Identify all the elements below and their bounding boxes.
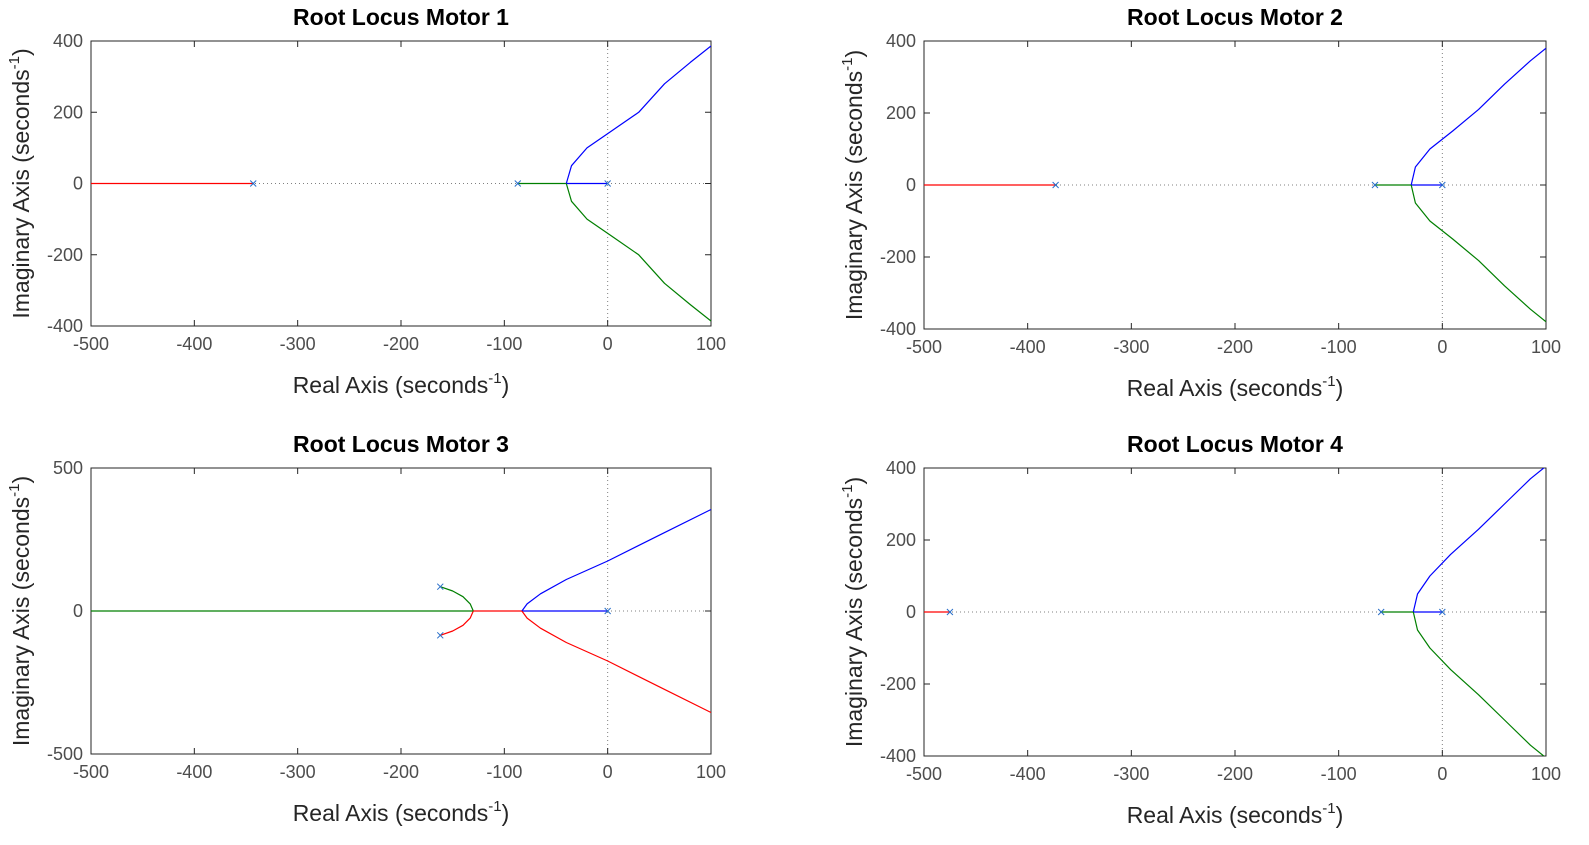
y-tick-label: 400	[53, 31, 83, 51]
pole-marker	[249, 180, 257, 187]
x-tick-label: -300	[280, 762, 316, 782]
locus-branch-blue	[521, 508, 711, 612]
root-locus-panel-1: -500 -400 -300 -200 -100 0 100-400-2000200400R…	[6, 4, 726, 398]
y-tick-label: 500	[53, 458, 83, 478]
pole-marker	[1377, 608, 1385, 616]
x-tick-label: 0	[1437, 764, 1447, 784]
y-tick-label: 400	[886, 458, 916, 478]
y-axis-label: Imaginary Axis (seconds-1)	[6, 476, 34, 746]
x-tick-label: -400	[1010, 337, 1046, 357]
x-tick-label: -100	[486, 762, 522, 782]
y-tick-label: -200	[880, 674, 916, 694]
pole-marker	[436, 583, 444, 591]
y-tick-label: 0	[73, 601, 83, 621]
y-axis-label: Imaginary Axis (seconds-1)	[839, 50, 867, 320]
x-axis-label: Real Axis (seconds-1)	[1127, 800, 1344, 828]
y-axis-label: Imaginary Axis (seconds-1)	[839, 477, 867, 747]
y-tick-label: 200	[53, 102, 83, 122]
y-tick-label: -400	[880, 319, 916, 339]
locus-branch-green	[565, 183, 711, 322]
x-tick-label: -500	[73, 334, 109, 354]
locus-branch-red	[440, 610, 474, 636]
locus-branch-green	[1410, 184, 1546, 323]
y-tick-label: -400	[880, 746, 916, 766]
y-tick-label: 200	[886, 103, 916, 123]
chart-title: Root Locus Motor 4	[1127, 431, 1343, 457]
x-tick-label: 100	[696, 334, 726, 354]
x-tick-label: -200	[383, 334, 419, 354]
pole-marker	[1438, 608, 1446, 616]
root-locus-panel-2: -500 -400 -300 -200 -100 0 100-400-2000200400R…	[839, 4, 1561, 401]
x-tick-label: 100	[1531, 337, 1561, 357]
x-axis-label: Real Axis (seconds-1)	[1127, 373, 1344, 401]
locus-branch-blue	[1412, 468, 1545, 613]
x-axis-label: Real Axis (seconds-1)	[293, 798, 510, 826]
x-tick-label: -200	[383, 762, 419, 782]
y-tick-label: 400	[886, 31, 916, 51]
x-tick-label: -500	[906, 337, 942, 357]
y-tick-label: -200	[47, 245, 83, 265]
pole-marker	[514, 180, 522, 187]
pole-marker	[436, 631, 444, 639]
locus-branch-green	[1412, 611, 1545, 756]
y-tick-label: -200	[880, 247, 916, 267]
x-tick-label: 0	[1437, 337, 1447, 357]
x-tick-label: -100	[1321, 337, 1357, 357]
locus-branch-green	[440, 586, 474, 612]
x-tick-label: 0	[603, 334, 613, 354]
x-tick-label: -300	[1113, 337, 1149, 357]
x-tick-label: 100	[696, 762, 726, 782]
y-tick-label: 0	[906, 175, 916, 195]
x-tick-label: -300	[280, 334, 316, 354]
chart-title: Root Locus Motor 3	[293, 431, 509, 457]
x-tick-label: -500	[906, 764, 942, 784]
y-tick-label: -500	[47, 744, 83, 764]
locus-branch-blue	[565, 45, 711, 184]
chart-title: Root Locus Motor 2	[1127, 4, 1343, 30]
pole-marker	[604, 607, 612, 615]
x-tick-label: -100	[486, 334, 522, 354]
y-tick-label: 0	[73, 174, 83, 194]
x-tick-label: -200	[1217, 764, 1253, 784]
root-locus-panel-4: -500 -400 -300 -200 -100 0 100-400-2000200400R…	[839, 431, 1561, 828]
root-locus-panel-3: -500 -400 -300 -200 -100 0 100 -500 0 500 Root Loc…	[6, 431, 726, 826]
x-tick-label: -400	[176, 334, 212, 354]
x-tick-label: -400	[1010, 764, 1046, 784]
x-tick-label: -200	[1217, 337, 1253, 357]
y-tick-label: -400	[47, 316, 83, 336]
locus-branch-red	[521, 610, 711, 714]
y-tick-label: 0	[906, 602, 916, 622]
x-tick-label: -300	[1113, 764, 1149, 784]
pole-marker	[1438, 181, 1446, 189]
y-axis-label: Imaginary Axis (seconds-1)	[6, 48, 34, 318]
x-tick-label: 100	[1531, 764, 1561, 784]
x-tick-label: -400	[176, 762, 212, 782]
pole-marker	[946, 608, 954, 616]
pole-marker	[1052, 181, 1060, 189]
y-tick-label: 200	[886, 530, 916, 550]
x-tick-label: 0	[603, 762, 613, 782]
pole-marker	[604, 180, 612, 187]
x-axis-label: Real Axis (seconds-1)	[293, 370, 510, 398]
x-tick-label: -100	[1321, 764, 1357, 784]
x-tick-label: -500	[73, 762, 109, 782]
chart-title: Root Locus Motor 1	[293, 4, 509, 30]
locus-branch-blue	[1410, 47, 1546, 186]
pole-marker	[1371, 181, 1379, 189]
